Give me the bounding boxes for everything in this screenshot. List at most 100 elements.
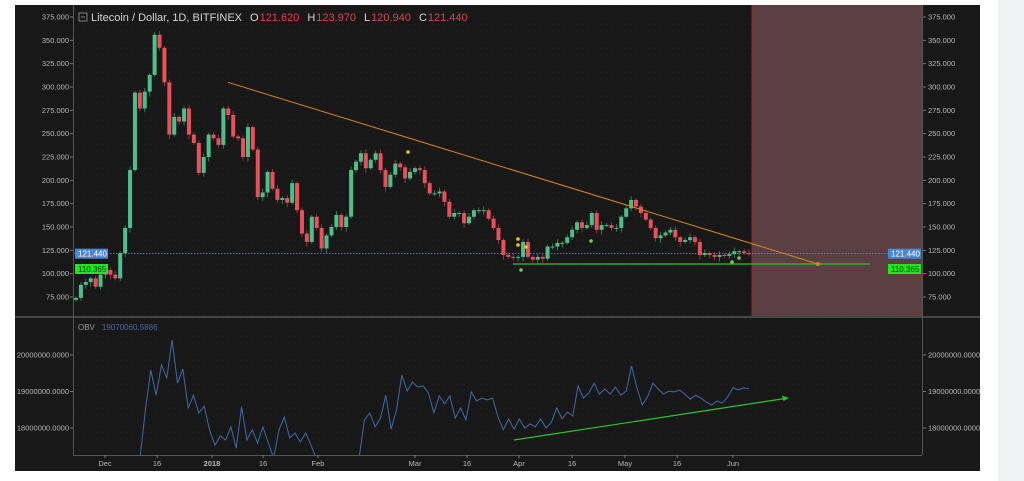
candle-up	[555, 242, 560, 247]
candle-down	[255, 149, 260, 198]
candle-down	[673, 229, 678, 238]
candle-up	[481, 210, 486, 212]
candle-down	[231, 115, 236, 137]
time-tick-label: Feb	[312, 459, 325, 468]
candle-down	[236, 136, 241, 139]
candle-down	[506, 255, 511, 257]
candle-up	[245, 127, 250, 157]
price-tick-label-right: 150.000	[928, 223, 955, 232]
price-tick-label-right: 125.000	[928, 246, 955, 255]
time-tick-label: 16	[463, 459, 471, 468]
candle-down	[339, 214, 344, 227]
candle-up	[732, 251, 737, 255]
candle-down	[491, 218, 496, 228]
obv-value: 19070060.5886	[102, 323, 158, 332]
obv-trend-arrow[interactable]	[513, 397, 786, 441]
candle-down	[211, 134, 216, 139]
price-tick-label-left: 175.000	[42, 199, 69, 208]
candle-down	[241, 138, 246, 157]
time-tick-label: 16	[673, 459, 681, 468]
price-axis[interactable]: 375.000 375.000 350.000 350.000 325.000 325.0…	[42, 13, 955, 302]
obv-legend[interactable]: OBV 19070060.5886	[78, 323, 158, 332]
candle-up	[629, 199, 634, 209]
candle-down	[314, 216, 319, 228]
candle-down	[678, 237, 683, 242]
time-axis[interactable]: Dec 16 2018 16 Feb Mar 16 Apr 16 May 16 Jun	[98, 455, 739, 468]
candle-up	[619, 216, 624, 228]
price-tick-label-left: 75.000	[46, 293, 69, 302]
candle-up	[132, 92, 137, 171]
candle-up	[737, 251, 742, 253]
candle-up	[575, 222, 580, 230]
candle-down	[697, 241, 702, 255]
candle-down	[167, 82, 172, 135]
candle-up	[152, 34, 157, 75]
candle-down	[643, 213, 648, 220]
price-tick-label-right: 350.000	[928, 36, 955, 45]
candle-down	[319, 227, 324, 249]
candle-up	[393, 163, 398, 175]
price-tick-label-right: 225.000	[928, 153, 955, 162]
price-tick-label-right: 100.000	[928, 269, 955, 278]
candle-up	[560, 242, 565, 244]
svg-text:110.365: 110.365	[891, 265, 920, 274]
symbol-legend[interactable]: Litecoin / Dollar, 1D, BITFINEX O 121.62…	[78, 12, 468, 24]
candle-up	[727, 254, 732, 256]
candle-down	[196, 143, 201, 173]
candle-down	[186, 108, 191, 135]
candle-down	[427, 183, 432, 194]
candle-up	[457, 213, 462, 214]
candle-down	[162, 47, 167, 83]
candle-up	[324, 235, 329, 249]
low-value: 120.940	[371, 12, 411, 24]
candle-down	[634, 199, 639, 207]
candle-up	[476, 210, 481, 212]
candle-down	[609, 225, 614, 228]
obv-tick-label-right: 20000000.0000	[928, 351, 980, 360]
candle-up	[516, 256, 521, 258]
price-tick-label-right: 325.000	[928, 59, 955, 68]
candle-down	[511, 256, 516, 258]
time-tick-label: 16	[259, 459, 267, 468]
trendline-drawing[interactable]	[227, 81, 819, 265]
low-label: L	[364, 12, 370, 24]
candle-down	[177, 116, 182, 122]
candle-up	[309, 216, 314, 242]
candle-down	[270, 171, 275, 189]
time-tick-label: Dec	[98, 459, 112, 468]
price-tick-label-left: 150.000	[42, 223, 69, 232]
collapse-icon[interactable]	[78, 12, 88, 22]
obv-tick-label-right: 19000000.0000	[928, 387, 980, 396]
trendline-end-handle[interactable]	[816, 261, 820, 266]
candle-up	[83, 282, 88, 285]
candle-up	[668, 229, 673, 233]
candle-up	[206, 134, 211, 157]
candle-down	[299, 210, 304, 234]
candle-up	[74, 297, 78, 300]
candle-up	[334, 214, 339, 227]
price-tick-label-left: 100.000	[42, 269, 69, 278]
candle-up	[584, 225, 589, 228]
time-tick-label: Mar	[409, 459, 422, 468]
candle-down	[250, 127, 255, 150]
candle-up	[658, 235, 663, 239]
candle-down	[157, 34, 162, 48]
candle-up	[589, 213, 594, 226]
open-label: O	[250, 12, 259, 24]
candle-up	[550, 246, 555, 248]
svg-text:121.440: 121.440	[78, 250, 107, 259]
candle-down	[707, 253, 712, 255]
candle-down	[422, 170, 427, 184]
candle-down	[226, 108, 231, 115]
candle-up	[123, 227, 128, 254]
obv-tick-label-left: 18000000.0000	[17, 424, 69, 433]
obv-axis[interactable]: 20000000.0000 20000000.0000 19000000.0000 1…	[17, 351, 980, 433]
candle-up	[412, 168, 417, 172]
high-label: H	[307, 12, 315, 24]
time-tick-label: Apr	[513, 459, 525, 468]
candle-up	[354, 161, 359, 171]
candle-down	[486, 210, 491, 219]
candle-down	[417, 168, 422, 171]
candle-down	[447, 201, 452, 217]
